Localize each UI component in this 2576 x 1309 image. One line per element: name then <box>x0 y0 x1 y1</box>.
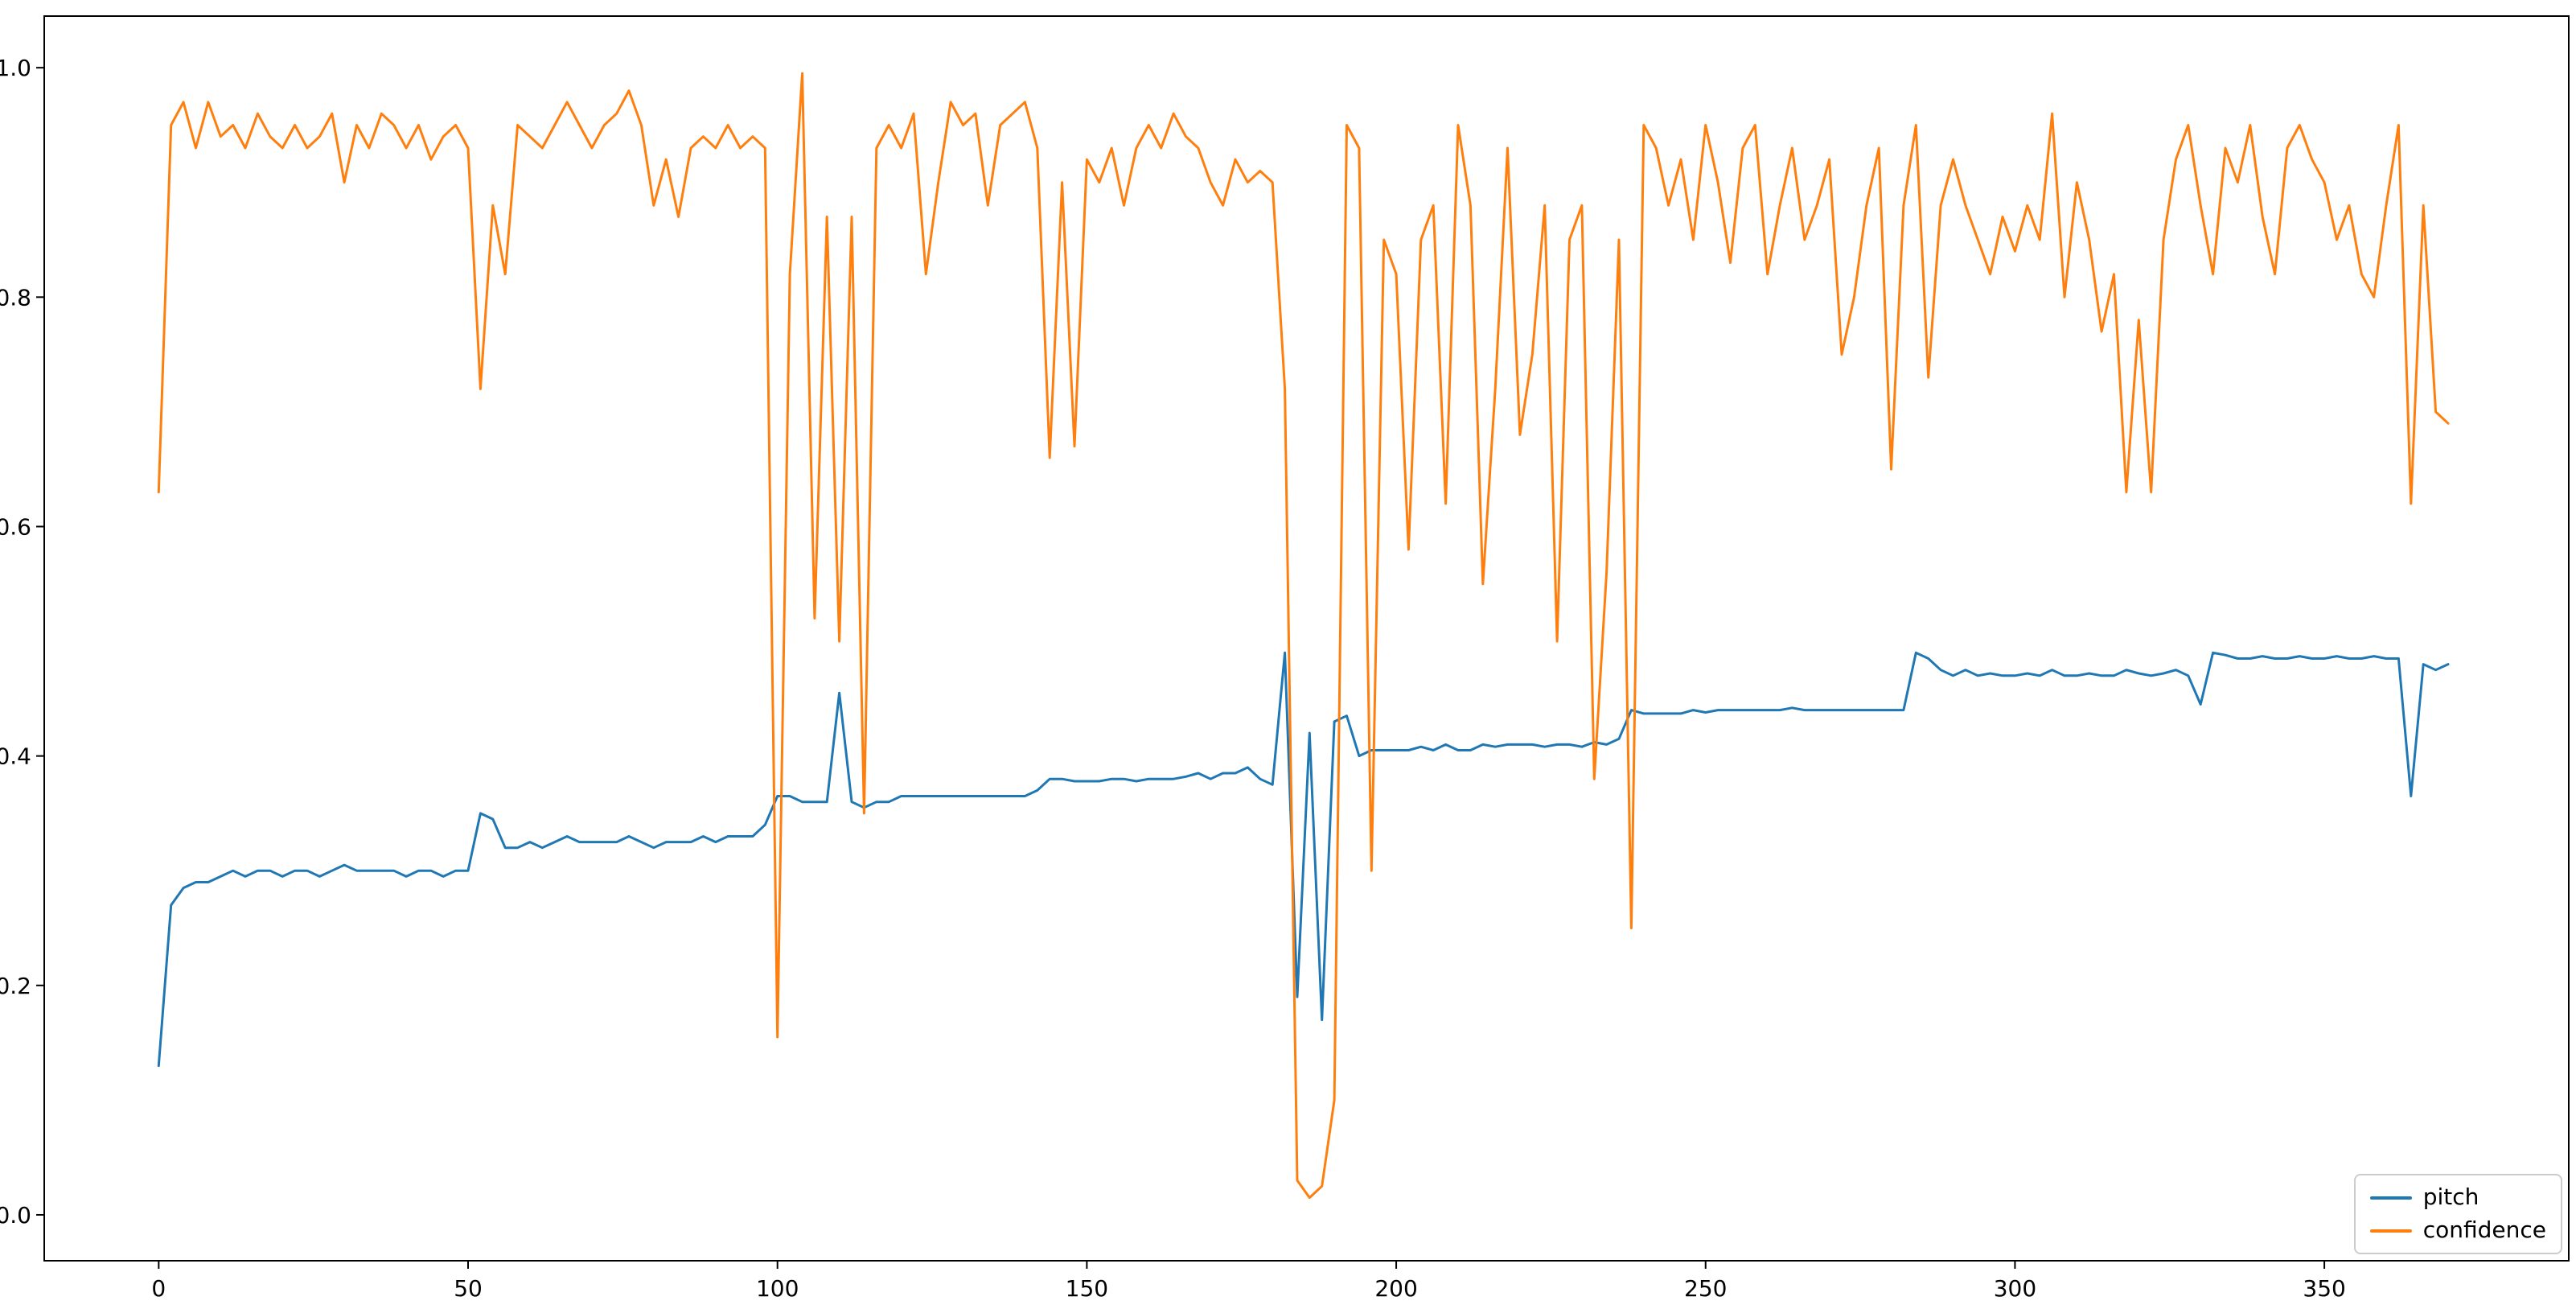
legend-label-confidence: confidence <box>2422 1216 2546 1244</box>
legend: pitch confidence <box>2353 1174 2562 1254</box>
legend-label-pitch: pitch <box>2422 1183 2479 1211</box>
x-tick-label: 50 <box>454 1275 483 1302</box>
pitch-line-swatch <box>2369 1196 2412 1200</box>
y-tick-label: 1.0 <box>0 55 31 81</box>
y-tick-label: 0.4 <box>0 743 31 770</box>
x-tick-label: 200 <box>1374 1275 1417 1302</box>
legend-item-confidence: confidence <box>2369 1216 2546 1244</box>
x-tick-label: 0 <box>151 1275 166 1302</box>
x-tick-label: 150 <box>1066 1275 1108 1302</box>
y-tick-label: 0.2 <box>0 973 31 999</box>
pitch-line <box>157 651 2450 1068</box>
x-tick-label: 100 <box>756 1275 799 1302</box>
x-tick-label: 250 <box>1684 1275 1727 1302</box>
x-tick-label: 350 <box>2303 1275 2345 1302</box>
legend-item-pitch: pitch <box>2369 1183 2546 1211</box>
plot-frame <box>43 15 2570 1262</box>
y-tick-label: 0.0 <box>0 1202 31 1229</box>
confidence-line <box>157 72 2450 1200</box>
y-tick-label: 0.6 <box>0 513 31 540</box>
confidence-line-swatch <box>2369 1229 2412 1233</box>
y-tick-label: 0.8 <box>0 284 31 311</box>
x-tick-label: 300 <box>1994 1275 2036 1302</box>
